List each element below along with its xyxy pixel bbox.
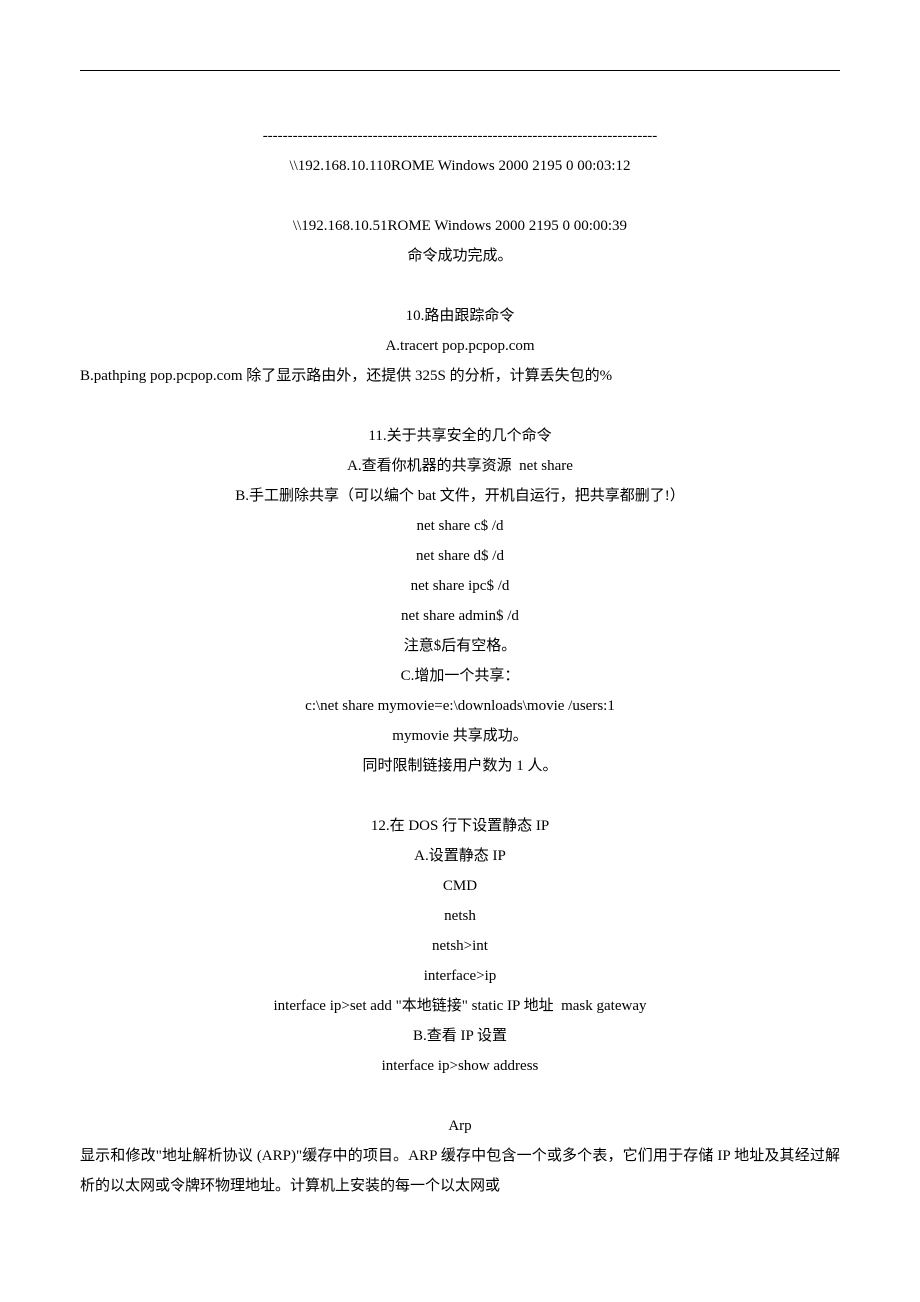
text-line: A.设置静态 IP (80, 841, 840, 871)
text-line: interface>ip (80, 961, 840, 991)
horizontal-rule (80, 70, 840, 71)
blank-line (80, 391, 840, 421)
text-line: B.查看 IP 设置 (80, 1021, 840, 1051)
text-line: 命令成功完成。 (80, 241, 840, 271)
text-line: 同时限制链接用户数为 1 人。 (80, 751, 840, 781)
text-line: net share c$ /d (80, 511, 840, 541)
blank-line (80, 781, 840, 811)
text-line: netsh>int (80, 931, 840, 961)
text-line: interface ip>set add "本地链接" static IP 地址… (80, 991, 840, 1021)
text-line: C.增加一个共享： (80, 661, 840, 691)
text-line: B.手工删除共享（可以编个 bat 文件，开机自运行，把共享都删了!） (80, 481, 840, 511)
text-line: c:\net share mymovie=e:\downloads\movie … (80, 691, 840, 721)
text-line: A.查看你机器的共享资源 net share (80, 451, 840, 481)
section-heading: 10.路由跟踪命令 (80, 301, 840, 331)
blank-line (80, 181, 840, 211)
blank-line (80, 271, 840, 301)
text-line: net share ipc$ /d (80, 571, 840, 601)
text-line: mymovie 共享成功。 (80, 721, 840, 751)
text-line: B.pathping pop.pcpop.com 除了显示路由外，还提供 325… (80, 361, 840, 391)
text-line: A.tracert pop.pcpop.com (80, 331, 840, 361)
text-line: netsh (80, 901, 840, 931)
document-body: ----------------------------------------… (80, 121, 840, 1201)
blank-line (80, 1081, 840, 1111)
text-line: net share d$ /d (80, 541, 840, 571)
text-line: \\192.168.10.110ROME Windows 2000 2195 0… (80, 151, 840, 181)
text-line: net share admin$ /d (80, 601, 840, 631)
section-heading: Arp (80, 1111, 840, 1141)
paragraph-text: 显示和修改"地址解析协议 (ARP)"缓存中的项目。ARP 缓存中包含一个或多个… (80, 1141, 840, 1201)
section-heading: 12.在 DOS 行下设置静态 IP (80, 811, 840, 841)
section-heading: 11.关于共享安全的几个命令 (80, 421, 840, 451)
text-line: 注意$后有空格。 (80, 631, 840, 661)
text-line: \\192.168.10.51ROME Windows 2000 2195 0 … (80, 211, 840, 241)
text-line: CMD (80, 871, 840, 901)
text-line: ----------------------------------------… (80, 121, 840, 151)
text-line: interface ip>show address (80, 1051, 840, 1081)
